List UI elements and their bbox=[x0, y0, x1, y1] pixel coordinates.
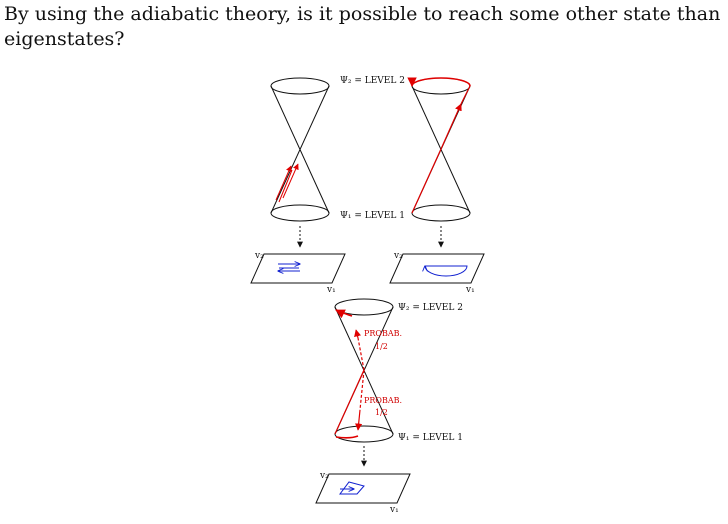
axis-v1-label: v₁ bbox=[326, 285, 336, 295]
probab-lower-value: 1/2 bbox=[375, 408, 388, 417]
level2-label-bottom: Ψ₂ = LEVEL 2 bbox=[398, 303, 463, 313]
plane-right: v₂ v₁ bbox=[389, 251, 485, 295]
question-text: By using the adiabatic theory, is it pos… bbox=[4, 3, 721, 50]
axis-v2-label-right: v₂ bbox=[393, 251, 403, 261]
axis-v2-label-center: v₂ bbox=[319, 471, 329, 481]
axis-v2-label: v₂ bbox=[254, 251, 264, 261]
level1-label-top: Ψ₁ = LEVEL 1 bbox=[340, 211, 405, 221]
probab-upper-value: 1/2 bbox=[375, 342, 388, 351]
level2-label-top: Ψ₂ = LEVEL 2 bbox=[340, 76, 405, 86]
cone-right-path bbox=[407, 77, 471, 214]
axis-v1-label-center: v₁ bbox=[389, 505, 399, 515]
cone-left-path bbox=[275, 163, 299, 203]
cone-left bbox=[270, 77, 330, 222]
plane-left: v₂ v₁ bbox=[250, 251, 346, 295]
level1-label-bottom: Ψ₁ = LEVEL 1 bbox=[398, 433, 463, 443]
plane-center: v₂ v₁ bbox=[315, 471, 411, 515]
axis-v1-label-right: v₁ bbox=[465, 285, 475, 295]
cone-center-path bbox=[334, 309, 365, 439]
probab-lower-label: PROBAB. bbox=[364, 396, 402, 405]
probab-upper-label: PROBAB. bbox=[364, 329, 402, 338]
